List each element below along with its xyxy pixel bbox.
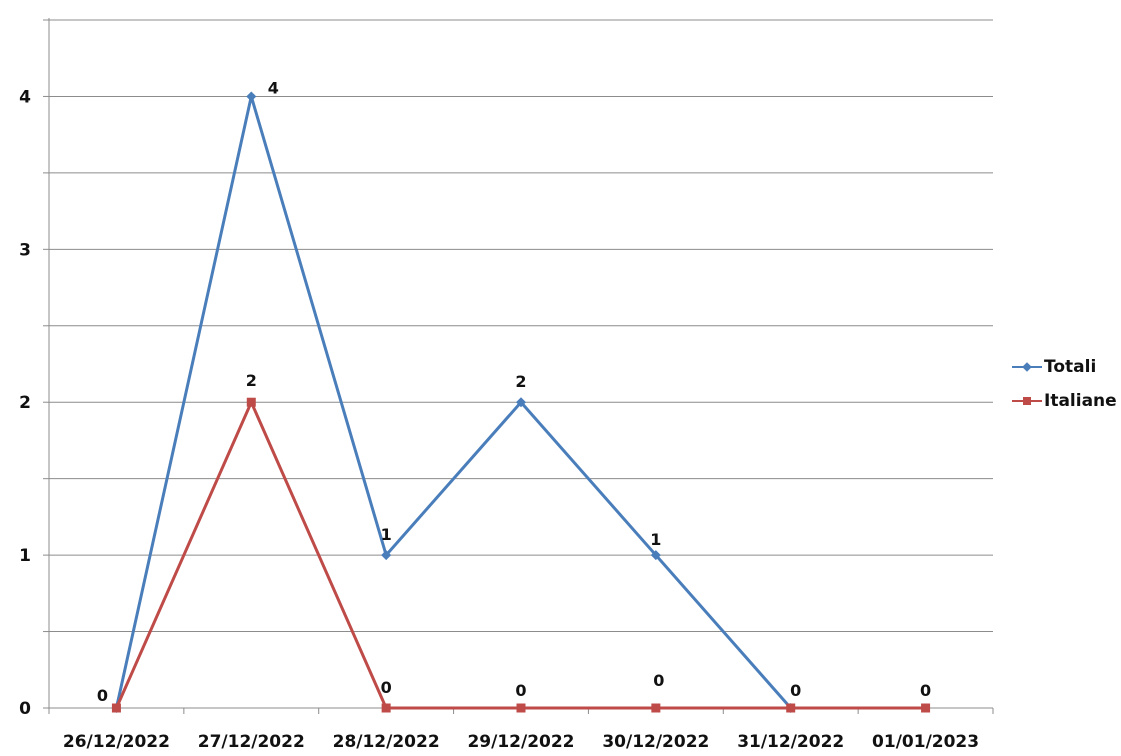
x-tick-label: 28/12/2022 — [333, 732, 440, 752]
data-labels: 0 4 2 1 0 2 0 1 0 0 0 — [97, 78, 931, 705]
data-point-totali — [246, 91, 257, 102]
square-marker-icon — [1023, 397, 1031, 405]
data-label: 2 — [246, 371, 257, 390]
data-point-italiane — [381, 703, 391, 713]
gridlines — [49, 19, 993, 633]
y-tick-label: 0 — [19, 699, 31, 719]
y-tick-label: 1 — [19, 546, 31, 566]
data-label: 0 — [790, 681, 801, 700]
axes — [43, 18, 994, 714]
data-label: 0 — [515, 681, 526, 700]
series-line-totali — [114, 94, 792, 709]
data-point-totali — [516, 397, 526, 408]
data-label: 2 — [515, 372, 526, 391]
x-tick-label: 31/12/2022 — [737, 732, 844, 752]
legend: Totali Italiane — [1012, 350, 1117, 418]
legend-swatch-italiane — [1012, 394, 1042, 408]
legend-swatch-totali — [1012, 360, 1042, 374]
data-label: 0 — [920, 681, 931, 700]
data-point-italiane — [786, 703, 796, 713]
data-label: 0 — [381, 678, 392, 697]
data-point-italiane — [246, 397, 256, 407]
x-tick-label: 30/12/2022 — [602, 732, 709, 752]
data-point-italiane — [111, 703, 121, 713]
x-tick-label: 01/01/2023 — [872, 732, 979, 752]
y-tick-label: 4 — [19, 87, 31, 107]
data-label: 1 — [381, 525, 392, 544]
data-label: 0 — [653, 671, 664, 690]
x-tick-label: 29/12/2022 — [467, 732, 574, 752]
data-point-totali — [381, 550, 392, 561]
data-point-totali — [650, 550, 661, 561]
diamond-marker-icon — [1022, 362, 1032, 372]
legend-item-italiane: Italiane — [1012, 384, 1117, 418]
data-point-italiane — [651, 703, 661, 713]
legend-label-totali: Totali — [1044, 357, 1097, 377]
data-label: 4 — [268, 78, 279, 97]
y-tick-label: 2 — [19, 393, 31, 413]
x-axis-tick-labels: 26/12/2022 27/12/2022 28/12/2022 29/12/2022… — [63, 732, 979, 752]
x-tick-label: 27/12/2022 — [198, 732, 305, 752]
x-tick-label: 26/12/2022 — [63, 732, 170, 752]
legend-item-totali: Totali — [1012, 350, 1117, 384]
data-label: 1 — [650, 530, 661, 549]
series-group — [111, 91, 931, 713]
data-point-italiane — [516, 703, 526, 713]
data-label: 0 — [97, 686, 108, 705]
y-tick-label: 3 — [19, 240, 31, 260]
y-axis-tick-labels: 0 1 2 3 4 — [19, 87, 31, 719]
data-point-italiane — [921, 703, 931, 713]
legend-label-italiane: Italiane — [1044, 391, 1117, 411]
